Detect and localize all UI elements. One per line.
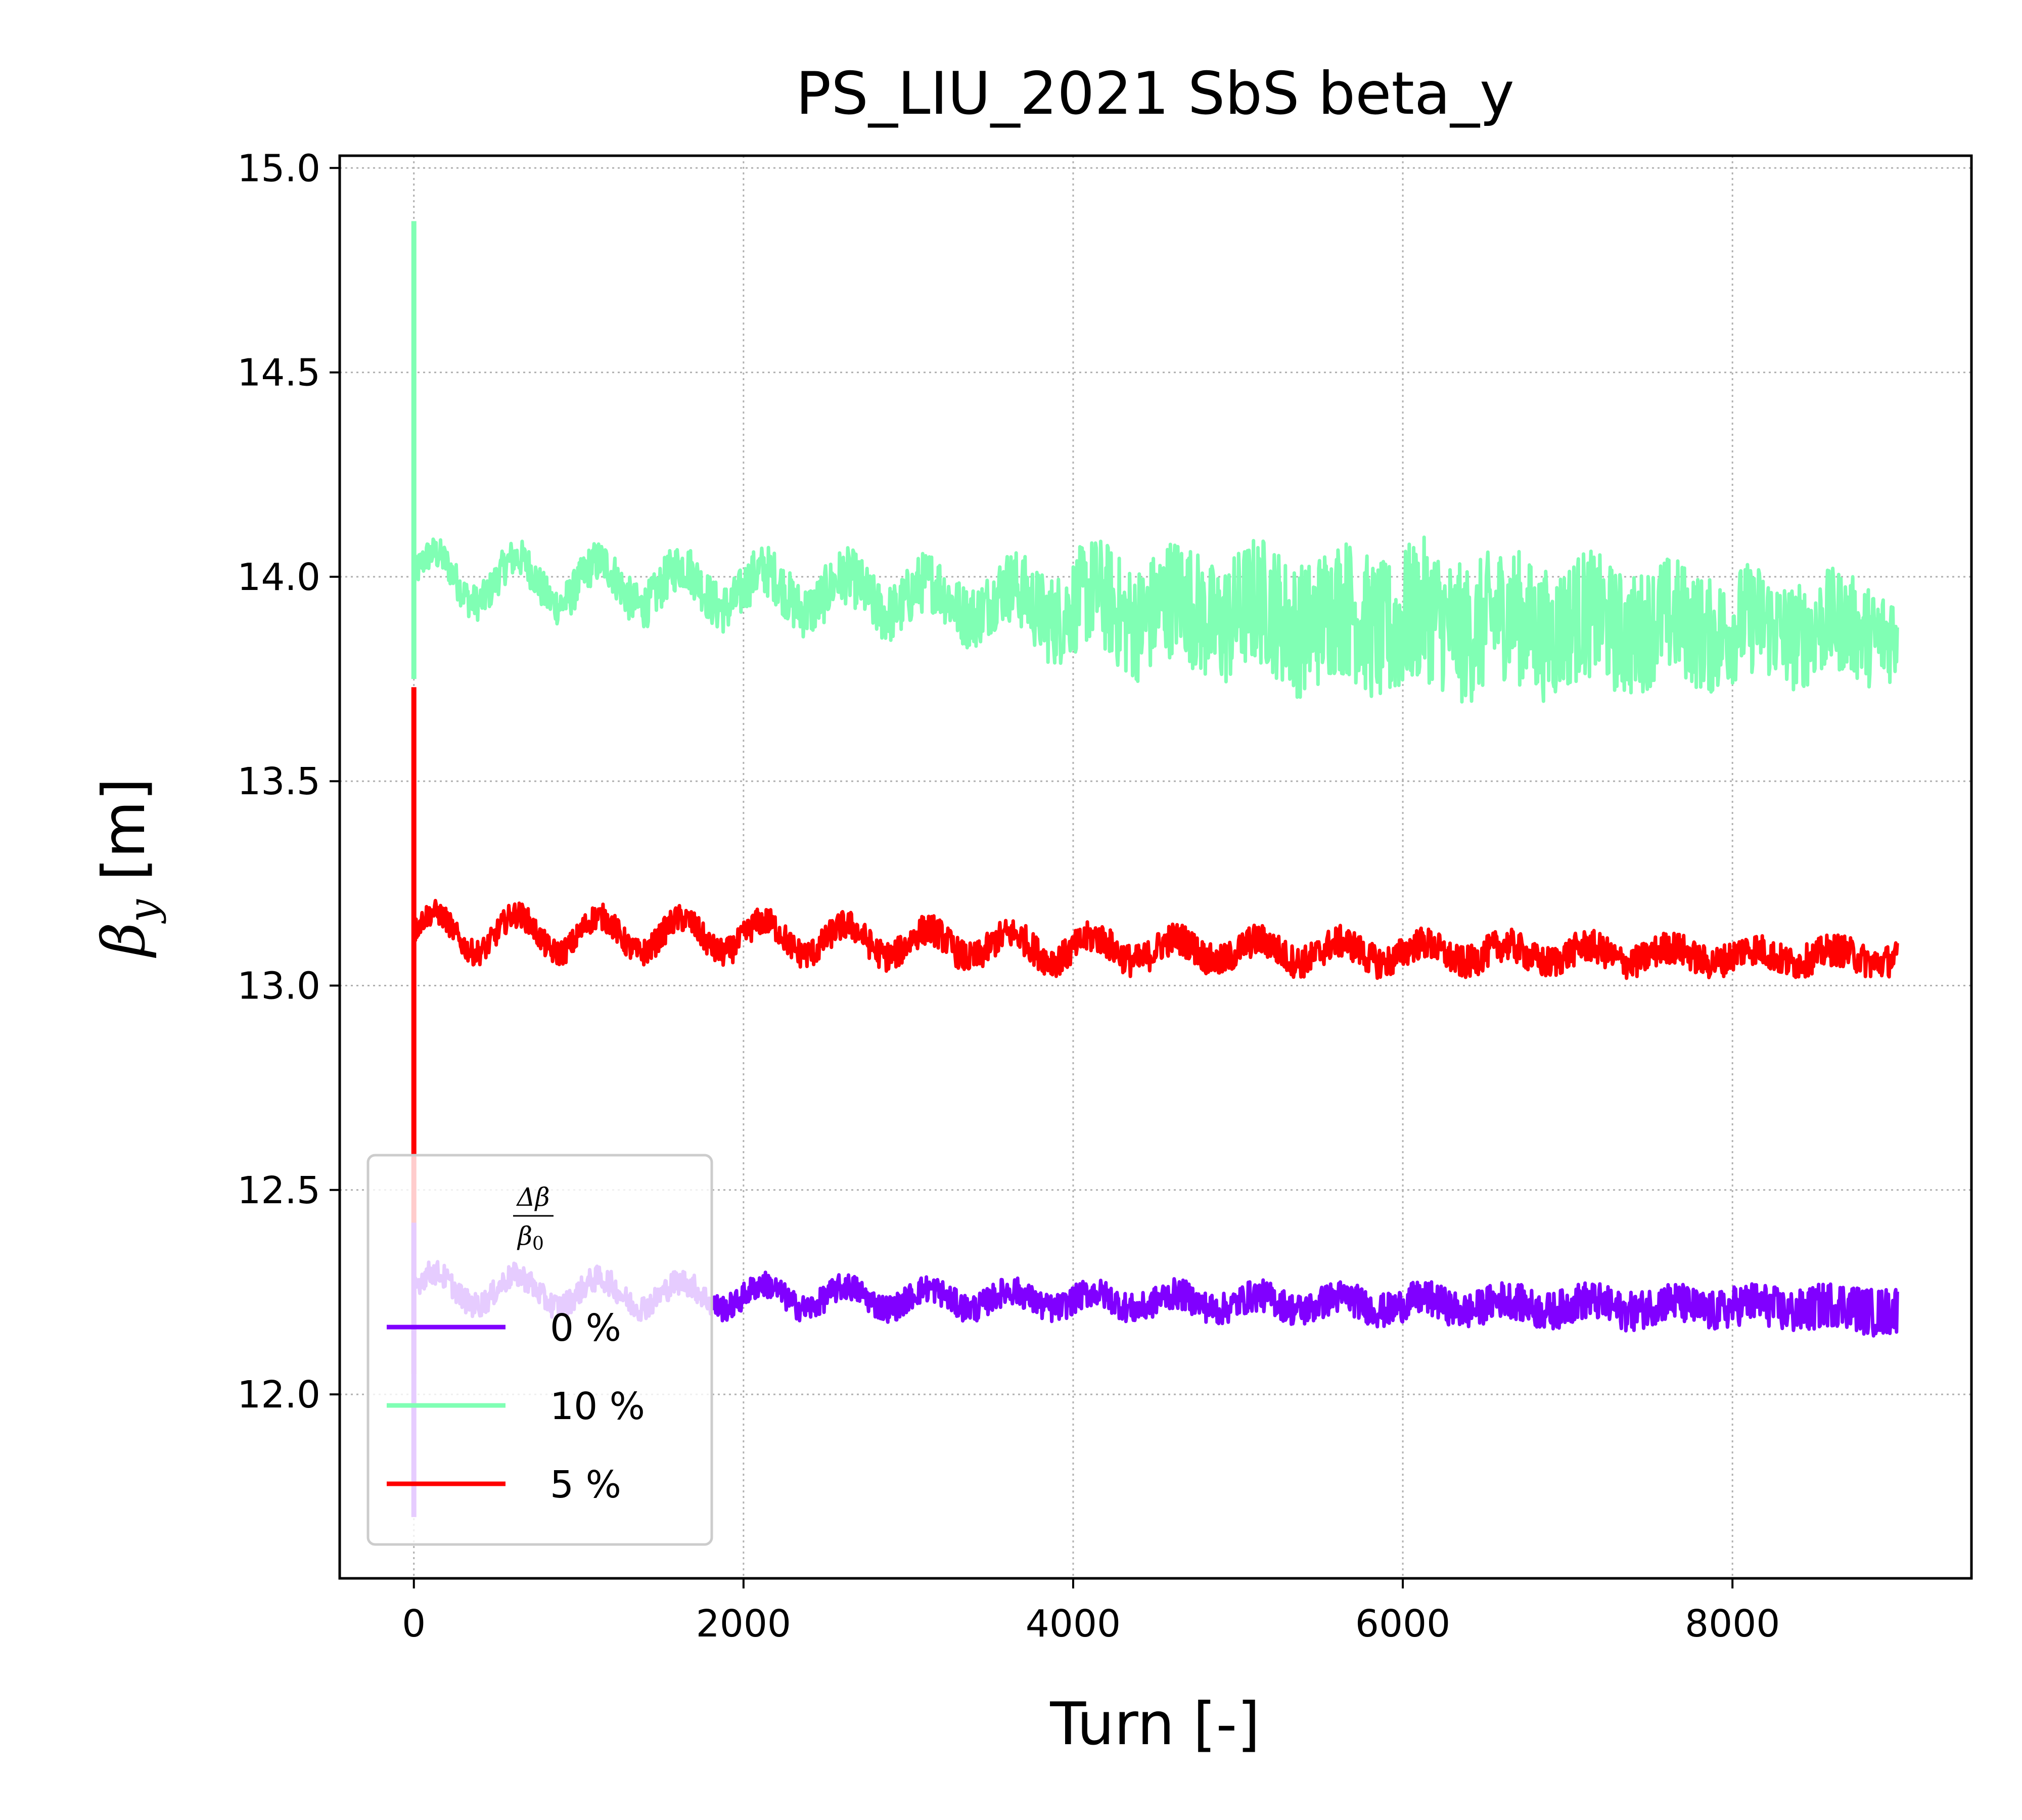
y-tick-label: 12.5 xyxy=(237,1169,320,1212)
y-tick-label: 14.0 xyxy=(237,556,320,599)
legend-box xyxy=(366,1154,713,1546)
y-axis-label: βy [m] xyxy=(90,778,167,959)
x-tick-label: 2000 xyxy=(696,1602,791,1646)
y-tick-label: 14.5 xyxy=(237,351,320,395)
y-tick-label: 13.5 xyxy=(237,760,320,803)
x-tick-label: 4000 xyxy=(1026,1602,1121,1646)
y-tick-label: 15.0 xyxy=(237,147,320,190)
y-tick-label: 12.0 xyxy=(237,1373,320,1417)
x-tick-label: 6000 xyxy=(1355,1602,1450,1646)
chart-title: PS_LIU_2021 SbS beta_y xyxy=(796,60,1514,128)
x-tick-label: 0 xyxy=(402,1602,426,1646)
legend-title-numerator: Δβ xyxy=(516,1182,549,1212)
legend-label: 10 % xyxy=(550,1385,645,1428)
y-axis-label-symbol: β xyxy=(90,922,158,958)
series-line xyxy=(412,535,1899,704)
legend-label: 5 % xyxy=(550,1463,621,1507)
legend-label: 0 % xyxy=(550,1306,621,1350)
y-axis-label-subscript: y xyxy=(120,898,167,924)
series-line xyxy=(412,899,1899,980)
axes-frame xyxy=(338,154,1973,1580)
ticks: 0 2000 4000 6000 8000 12.0 12.5 13.0 13.5 14.0 14.… xyxy=(237,147,1780,1646)
y-axis-label-unit: [m] xyxy=(90,778,158,899)
y-tick-label: 13.0 xyxy=(237,965,320,1008)
series-1 xyxy=(411,221,1899,704)
x-axis-label: Turn [-] xyxy=(1049,1690,1260,1758)
x-tick-label: 8000 xyxy=(1685,1602,1780,1646)
